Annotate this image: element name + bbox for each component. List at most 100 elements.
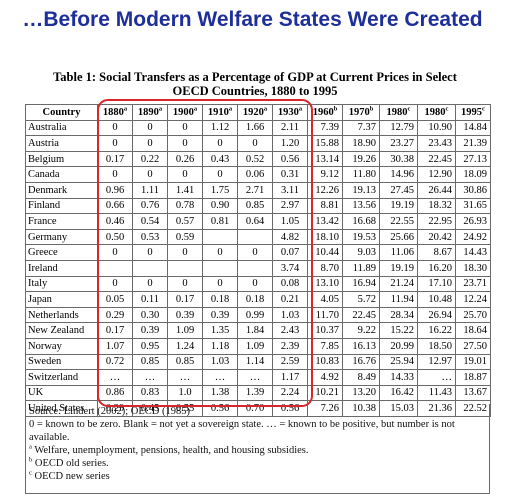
year-footnote-marker: b: [369, 105, 374, 113]
value-cell: 15.22: [379, 322, 418, 339]
value-cell: 19.19: [379, 197, 418, 215]
value-cell: [237, 228, 273, 246]
value-cell: 21.24: [379, 275, 418, 293]
value-cell: 2.97: [272, 197, 308, 215]
value-cell: 7.85: [307, 337, 343, 355]
year-footnote-marker: a: [298, 105, 303, 113]
value-cell: 1.14: [237, 353, 273, 371]
value-cell: 7.39: [307, 119, 343, 137]
value-cell: 14.84: [455, 119, 491, 137]
value-cell: 18.32: [417, 197, 456, 215]
value-cell: 0: [202, 244, 238, 261]
value-cell: 11.89: [342, 259, 380, 277]
value-cell: 18.09: [455, 166, 491, 183]
year-column-header: 1920a: [237, 104, 273, 121]
table-row: Germany 0.50 0.53 0.59 4.82 18.10 19.53 25.66 20…: [25, 228, 491, 246]
country-cell: Ireland: [25, 259, 98, 277]
year-label: 1920: [242, 106, 264, 118]
value-cell: 22.45: [342, 306, 380, 324]
value-cell: 0.45: [132, 400, 168, 417]
value-cell: 9.22: [342, 322, 380, 339]
value-cell: 1.75: [202, 181, 238, 199]
value-cell: 13.67: [455, 384, 491, 402]
country-cell: Canada: [25, 166, 98, 183]
table-caption: Table 1: Social Transfers as a Percentag…: [20, 70, 490, 98]
value-cell: 2.39: [272, 337, 308, 355]
value-cell: 0.05: [97, 291, 133, 308]
value-cell: 27.50: [455, 337, 491, 355]
value-cell: 0.18: [237, 291, 273, 308]
year-column-header: 1900a: [167, 104, 203, 121]
value-cell: 0.39: [167, 306, 203, 324]
value-cell: 0.56: [272, 400, 308, 417]
value-cell: 1.18: [202, 337, 238, 355]
value-cell: 10.44: [307, 244, 343, 261]
year-column-header: 1930a: [272, 104, 308, 121]
value-cell: 0.90: [202, 197, 238, 215]
year-footnote-marker: c: [407, 105, 411, 113]
value-cell: 0.70: [237, 400, 273, 417]
value-cell: 0: [167, 244, 203, 261]
value-cell: 0.57: [167, 213, 203, 230]
value-cell: 22.95: [417, 213, 456, 230]
value-cell: 0.43: [202, 150, 238, 168]
value-cell: 1.07: [97, 337, 133, 355]
value-cell: 1.03: [202, 353, 238, 371]
value-cell: 20.42: [417, 228, 456, 246]
value-cell: 23.43: [417, 135, 456, 152]
value-cell: 8.67: [417, 244, 456, 261]
country-cell: Norway: [25, 337, 98, 355]
value-cell: 0: [167, 166, 203, 183]
value-cell: 12.26: [307, 181, 343, 199]
value-cell: 11.80: [342, 166, 380, 183]
value-cell: 1.38: [202, 384, 238, 402]
value-cell: 31.65: [455, 197, 491, 215]
table-body: Australia 0 0 0 1.12 1.66 2.11 7.39 7.37 12.79 10.…: [25, 119, 491, 417]
value-cell: 1.0: [167, 384, 203, 402]
year-label: 1910: [207, 106, 229, 118]
value-cell: [167, 259, 203, 277]
value-cell: 22.55: [379, 213, 418, 230]
value-cell: 28.34: [379, 306, 418, 324]
year-footnote-marker: c: [482, 105, 485, 113]
value-cell: 11.06: [379, 244, 418, 261]
value-cell: 18.90: [342, 135, 380, 152]
table-row: Denmark 0.96 1.11 1.41 1.75 2.71 3.11 12.26 19.1…: [25, 181, 491, 199]
year-column-header: 1960b: [307, 104, 343, 121]
value-cell: 9.12: [307, 166, 343, 183]
country-cell: UK: [25, 384, 98, 402]
value-cell: …: [202, 369, 238, 386]
table-row: Greece 0 0 0 0 0 0.07 10.44 9.03 11.06 8.67 14.43: [25, 244, 491, 261]
value-cell: 12.90: [417, 166, 456, 183]
footnote-c: c OECD new series: [29, 470, 489, 483]
value-cell: 14.43: [455, 244, 491, 261]
value-cell: 1.17: [272, 369, 308, 386]
value-cell: 11.70: [307, 306, 343, 324]
value-cell: 0: [132, 166, 168, 183]
footnote-a-text: Welfare, unemployment, pensions, health,…: [34, 445, 309, 456]
value-cell: 2.71: [237, 181, 273, 199]
page-headline: …Before Modern Welfare States Were Creat…: [22, 8, 483, 31]
footnote-a: a Welfare, unemployment, pensions, healt…: [29, 444, 489, 457]
value-cell: 0.17: [97, 150, 133, 168]
value-cell: 23.27: [379, 135, 418, 152]
value-cell: 4.92: [307, 369, 343, 386]
country-cell: Switzerland: [25, 369, 98, 386]
value-cell: 30.38: [379, 150, 418, 168]
year-label: 1970: [348, 106, 370, 118]
value-cell: 10.48: [417, 291, 456, 308]
value-cell: 0.59: [167, 228, 203, 246]
value-cell: 11.43: [417, 384, 456, 402]
value-cell: 0.39: [202, 306, 238, 324]
value-cell: 8.49: [342, 369, 380, 386]
value-cell: 0.76: [132, 197, 168, 215]
year-footnote-marker: a: [193, 105, 198, 113]
value-cell: 4.82: [272, 228, 308, 246]
table-row: Japan 0.05 0.11 0.17 0.18 0.18 0.21 4.05 5.72 11.…: [25, 291, 491, 308]
footnote-b: b OECD old series.: [29, 457, 489, 470]
value-cell: 17.10: [417, 275, 456, 293]
value-cell: 0: [132, 135, 168, 152]
value-cell: 0.53: [132, 228, 168, 246]
value-cell: …: [417, 369, 456, 386]
value-cell: 1.12: [202, 119, 238, 137]
